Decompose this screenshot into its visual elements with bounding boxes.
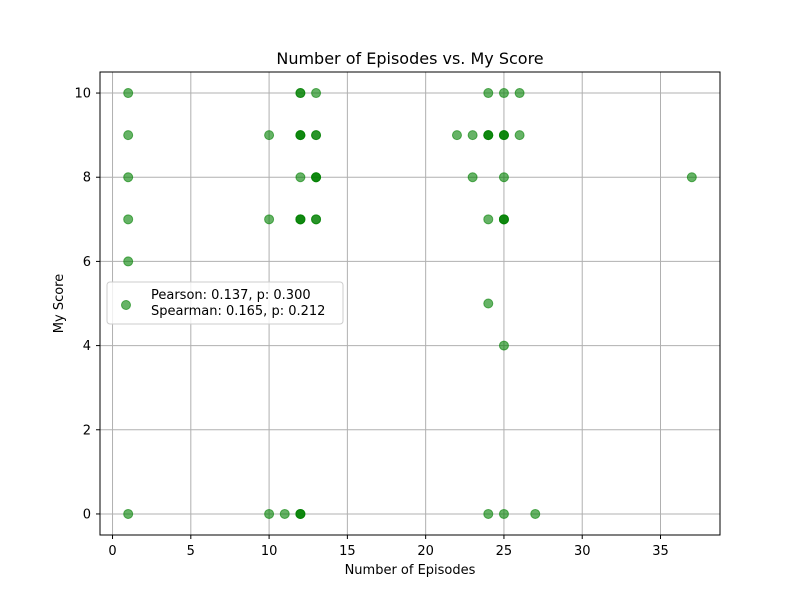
x-tick-label: 0 — [108, 544, 116, 559]
data-point — [295, 130, 306, 141]
data-point — [295, 214, 306, 225]
x-tick-label: 10 — [261, 544, 278, 559]
data-point — [483, 130, 494, 141]
data-point — [123, 172, 134, 183]
legend-entry-spearman: Spearman: 0.165, p: 0.212 — [151, 304, 325, 319]
data-point — [498, 340, 509, 351]
x-tick-label: 20 — [417, 544, 434, 559]
data-point — [295, 88, 306, 99]
y-tick-label: 0 — [83, 507, 91, 522]
y-tick-label: 10 — [74, 87, 91, 102]
data-point — [279, 508, 290, 519]
data-point — [311, 214, 322, 225]
data-point — [483, 214, 494, 225]
axis-ticks: 0 5 10 15 20 25 30 35 0 2 4 6 8 10 — [74, 87, 668, 559]
data-point — [451, 130, 462, 141]
data-point — [530, 508, 541, 519]
data-point — [483, 88, 494, 99]
data-point — [467, 130, 478, 141]
chart-title: Number of Episodes vs. My Score — [276, 49, 543, 68]
data-point — [498, 172, 509, 183]
plot-frame — [99, 71, 721, 536]
data-point — [311, 88, 322, 99]
data-points — [123, 88, 697, 519]
data-point — [498, 88, 509, 99]
y-tick-label: 8 — [83, 171, 91, 186]
data-point — [514, 88, 525, 99]
data-point — [123, 130, 134, 141]
x-tick-label: 30 — [574, 544, 591, 559]
legend-box — [106, 281, 344, 325]
y-tick-label: 6 — [83, 255, 91, 270]
data-point — [295, 508, 306, 519]
data-point — [295, 172, 306, 183]
data-point — [123, 256, 134, 267]
x-tick-label: 5 — [187, 544, 195, 559]
data-point — [311, 130, 322, 141]
legend-entry-pearson: Pearson: 0.137, p: 0.300 — [151, 288, 311, 303]
data-point — [264, 130, 275, 141]
data-point — [123, 508, 134, 519]
data-point — [483, 508, 494, 519]
data-point — [498, 214, 509, 225]
y-axis-label: My Score — [52, 274, 67, 333]
legend-marker — [121, 300, 131, 310]
data-point — [311, 172, 322, 183]
data-point — [123, 88, 134, 99]
data-point — [686, 172, 697, 183]
data-point — [123, 214, 134, 225]
x-tick-label: 35 — [652, 544, 669, 559]
data-point — [264, 214, 275, 225]
data-point — [498, 130, 509, 141]
grid-lines — [100, 72, 720, 535]
data-point — [498, 508, 509, 519]
y-tick-label: 4 — [83, 339, 91, 354]
data-point — [264, 508, 275, 519]
data-point — [483, 298, 494, 309]
legend: Pearson: 0.137, p: 0.300 Spearman: 0.165… — [106, 281, 344, 325]
x-tick-label: 25 — [496, 544, 513, 559]
data-point — [514, 130, 525, 141]
x-axis-label: Number of Episodes — [345, 563, 476, 578]
x-tick-label: 15 — [339, 544, 356, 559]
y-tick-label: 2 — [83, 423, 91, 438]
data-point — [467, 172, 478, 183]
